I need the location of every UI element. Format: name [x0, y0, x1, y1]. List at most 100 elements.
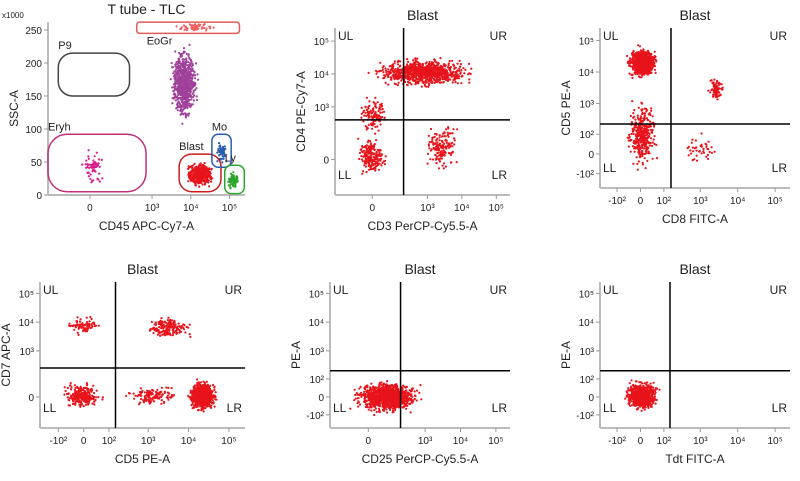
event-dot: [655, 60, 657, 62]
event-dot: [407, 73, 409, 75]
event-dot: [183, 71, 185, 73]
event-dot: [231, 179, 233, 181]
event-dot: [205, 28, 207, 30]
event-dot: [378, 70, 380, 72]
event-dot: [460, 82, 462, 84]
event-dot: [710, 80, 712, 82]
event-dot: [221, 152, 223, 154]
event-dot: [380, 164, 382, 166]
event-dot: [468, 78, 470, 80]
event-dot: [646, 160, 648, 162]
event-dot: [177, 94, 179, 96]
event-dot: [361, 145, 363, 147]
event-dot: [644, 112, 646, 114]
event-dot: [187, 103, 189, 105]
quadrant-label-ur: UR: [490, 29, 508, 43]
event-dot: [464, 69, 466, 71]
event-dot: [630, 151, 632, 153]
event-dot: [192, 177, 194, 179]
event-dot: [195, 62, 197, 64]
event-dot: [632, 163, 634, 165]
event-dot: [186, 72, 188, 74]
event-dot: [426, 79, 428, 81]
event-dot: [396, 72, 398, 74]
event-dot: [639, 127, 641, 129]
event-dot: [174, 50, 176, 52]
event-dot: [377, 149, 379, 151]
event-dot: [202, 169, 204, 171]
event-dot: [700, 132, 702, 134]
event-dot: [176, 25, 178, 27]
event-dot: [206, 168, 208, 170]
y-tick-label: 10⁴: [19, 318, 34, 329]
event-dot: [197, 28, 199, 30]
event-dot: [441, 165, 443, 167]
event-dot: [173, 86, 175, 88]
event-dot: [180, 67, 182, 69]
event-dot: [368, 149, 370, 151]
x-tick-label: 10³: [693, 196, 708, 207]
event-dot: [184, 95, 186, 97]
gate-label: EoGr: [147, 35, 173, 47]
x-tick-label: 10⁴: [183, 203, 198, 214]
event-dot: [636, 163, 638, 165]
event-dot: [177, 90, 179, 92]
quadrant-label-ul: UL: [603, 29, 619, 43]
event-dot: [439, 73, 441, 75]
event-dot: [89, 178, 91, 180]
event-dot: [415, 81, 417, 83]
event-dot: [439, 134, 441, 136]
event-dot: [440, 153, 442, 155]
gate-label: Eryh: [48, 121, 71, 133]
event-dot: [653, 139, 655, 141]
event-dot: [220, 158, 222, 160]
event-dot: [407, 81, 409, 83]
event-dot: [437, 71, 439, 73]
event-dot: [197, 167, 199, 169]
event-dot: [372, 110, 374, 112]
event-dot: [632, 129, 634, 131]
event-dot: [374, 112, 376, 114]
event-dot: [444, 151, 446, 153]
event-dot: [689, 149, 691, 151]
event-dot: [414, 66, 416, 68]
event-dot: [711, 152, 713, 154]
event-dot: [399, 60, 401, 62]
event-dot: [412, 78, 414, 80]
event-dot: [397, 67, 399, 69]
event-dot: [367, 141, 369, 143]
event-dot: [373, 115, 375, 117]
x-tick-label: 10²: [657, 196, 672, 207]
event-dot: [420, 73, 422, 75]
event-dot: [187, 168, 189, 170]
event-dot: [231, 175, 233, 177]
event-dot: [229, 184, 231, 186]
event-dot: [199, 24, 201, 26]
x-tick-label: 10⁴: [454, 203, 469, 214]
y-tick-label: 10⁴: [579, 68, 594, 79]
event-dot: [384, 117, 386, 119]
event-dot: [85, 160, 87, 162]
event-dot: [218, 142, 220, 144]
event-dot: [196, 378, 198, 380]
event-dot: [644, 108, 646, 110]
event-dot: [210, 181, 212, 183]
event-dot: [450, 162, 452, 164]
event-dot: [639, 53, 641, 55]
event-dot: [397, 63, 399, 65]
event-dot: [440, 145, 442, 147]
event-dot: [717, 88, 719, 90]
event-dot: [435, 162, 437, 164]
event-dot: [183, 24, 185, 26]
event-dot: [705, 144, 707, 146]
event-dot: [425, 82, 427, 84]
event-dot: [642, 48, 644, 50]
event-dot: [654, 135, 656, 137]
x-tick-label: 10⁴: [730, 196, 745, 207]
event-dot: [694, 147, 696, 149]
event-dot: [195, 184, 197, 186]
event-dot: [438, 152, 440, 154]
x-tick-label: -10²: [608, 196, 626, 207]
event-dot: [375, 151, 377, 153]
